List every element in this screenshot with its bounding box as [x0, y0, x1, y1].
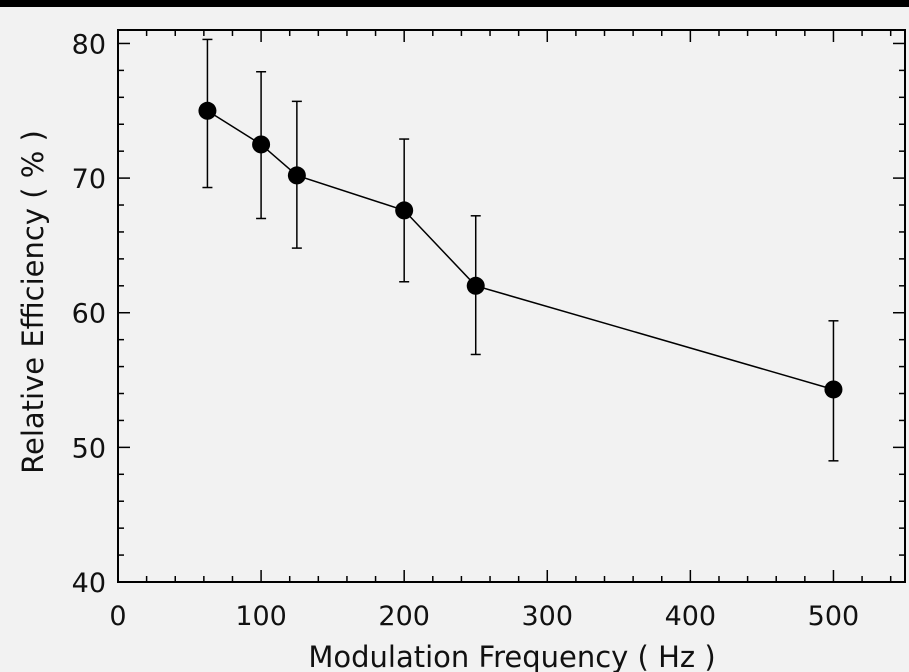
data-point: [287, 166, 306, 185]
y-axis-title: Relative Efficiency ( % ): [16, 130, 50, 474]
x-tick-label: 500: [808, 601, 860, 632]
data-point: [395, 201, 414, 220]
x-tick-label: 400: [665, 601, 717, 632]
data-point: [198, 101, 217, 120]
data-point: [466, 276, 485, 295]
y-tick-label: 80: [72, 29, 106, 60]
y-tick-label: 40: [72, 568, 106, 599]
series-line: [207, 110, 834, 391]
x-tick-label: 0: [109, 601, 126, 632]
plot-frame: [117, 29, 906, 583]
x-axis-title: Modulation Frequency ( Hz ): [308, 640, 715, 672]
y-tick-label: 50: [72, 433, 106, 464]
y-tick-label: 60: [72, 299, 106, 330]
top-rule: [0, 0, 909, 7]
data-point: [824, 380, 843, 399]
x-tick-label: 300: [521, 601, 573, 632]
data-point: [252, 135, 271, 154]
x-tick-label: 100: [235, 601, 287, 632]
x-tick-label: 200: [378, 601, 430, 632]
y-tick-label: 70: [72, 164, 106, 195]
